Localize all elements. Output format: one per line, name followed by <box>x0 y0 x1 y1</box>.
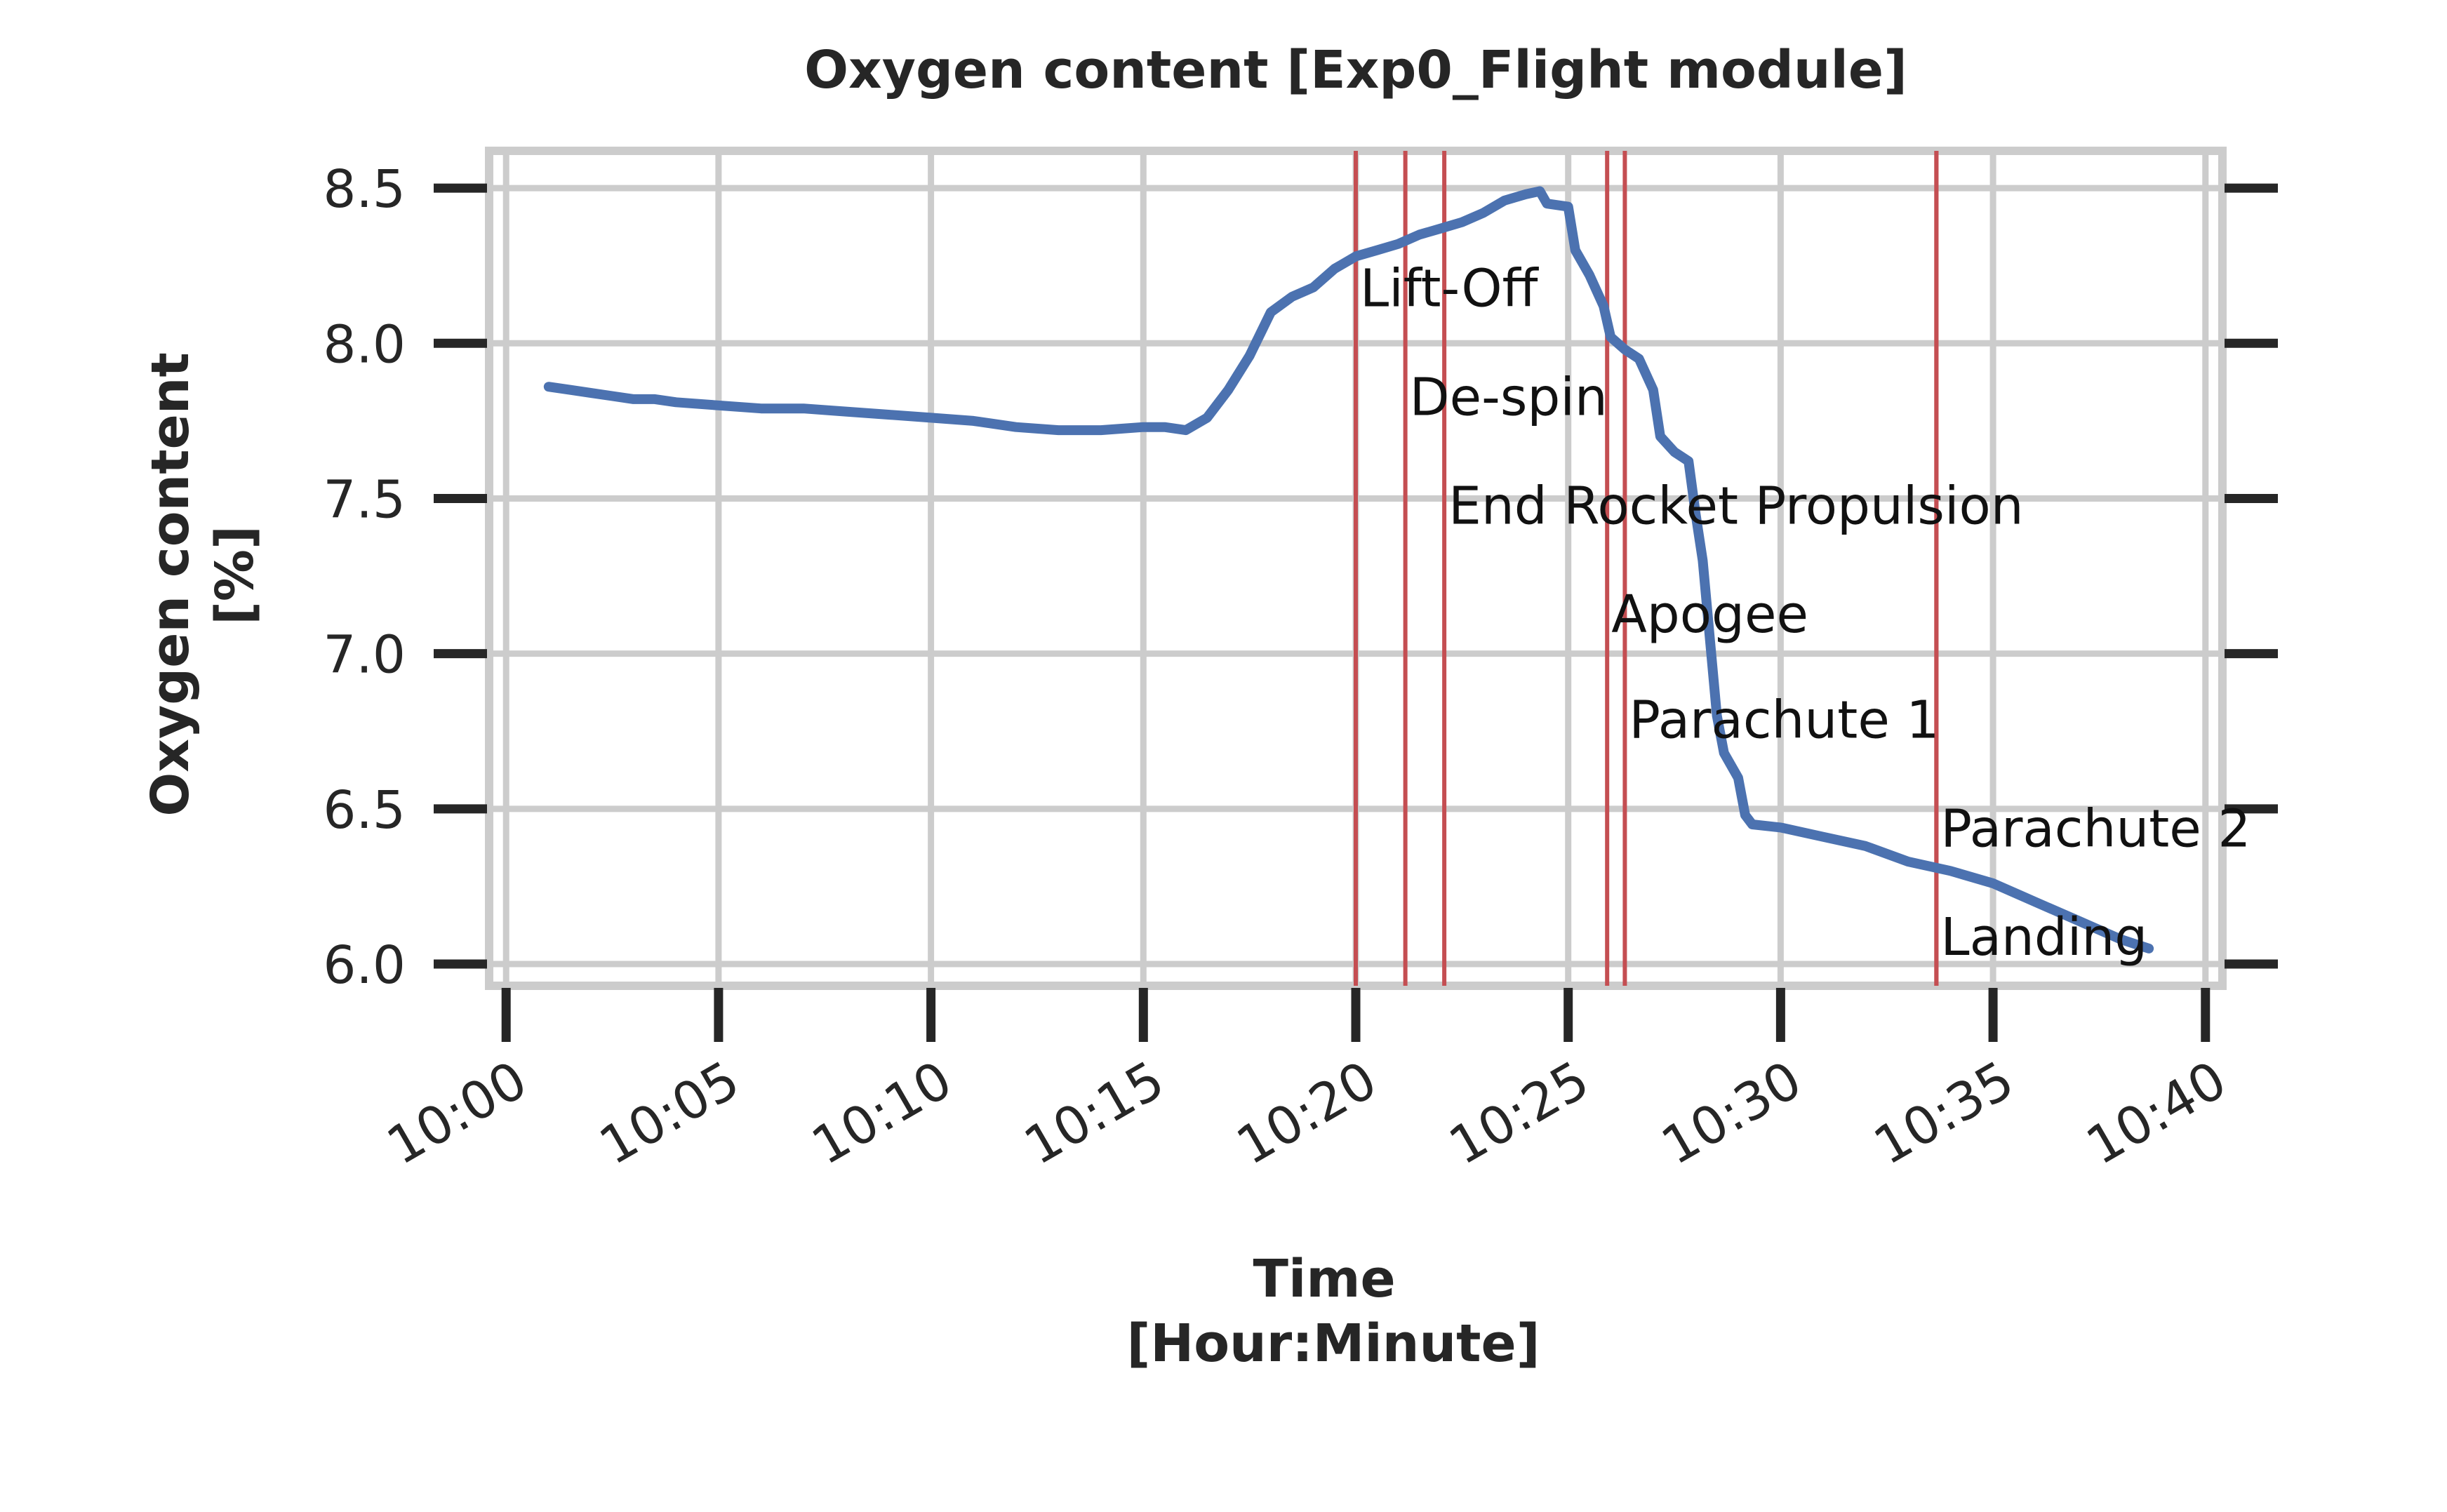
y-axis-label: Oxygen content [%] <box>140 334 265 816</box>
y-axis-label-line-1: Oxygen content <box>140 352 201 816</box>
event-label: Lift-Off <box>1360 259 1540 319</box>
event-label: Apogee <box>1611 584 1808 645</box>
x-axis-label: Time [Hour:Minute] <box>1126 1249 1540 1374</box>
y-axis-label-line-2: [%] <box>205 526 265 625</box>
y-tick-label: 7.5 <box>323 469 406 530</box>
event-label: Landing <box>1940 907 2147 968</box>
event-markers <box>1354 151 1939 986</box>
y-tick-label: 7.0 <box>323 625 406 685</box>
event-label: Parachute 1 <box>1629 690 1939 751</box>
event-label: End Rocket Propulsion <box>1448 476 2024 536</box>
y-tick-label: 6.5 <box>323 780 406 841</box>
event-label: Parachute 2 <box>1940 798 2251 859</box>
series-layer <box>543 186 2154 954</box>
event-label: De-spin <box>1410 367 1608 427</box>
x-axis-label-line-2: [Hour:Minute] <box>1126 1313 1540 1374</box>
x-axis-label-line-1: Time <box>1253 1249 1396 1309</box>
y-tick-label: 8.0 <box>323 314 406 375</box>
event-labels: Lift-Off De-spin End Rocket Propulsion Apog… <box>1360 259 2251 968</box>
oxygen-series-line <box>543 186 2154 954</box>
y-tick-label: 8.5 <box>323 159 406 220</box>
chart-title: Oxygen content [Exp0_Flight module] <box>804 40 1907 100</box>
y-tick-label: 6.0 <box>323 935 406 996</box>
